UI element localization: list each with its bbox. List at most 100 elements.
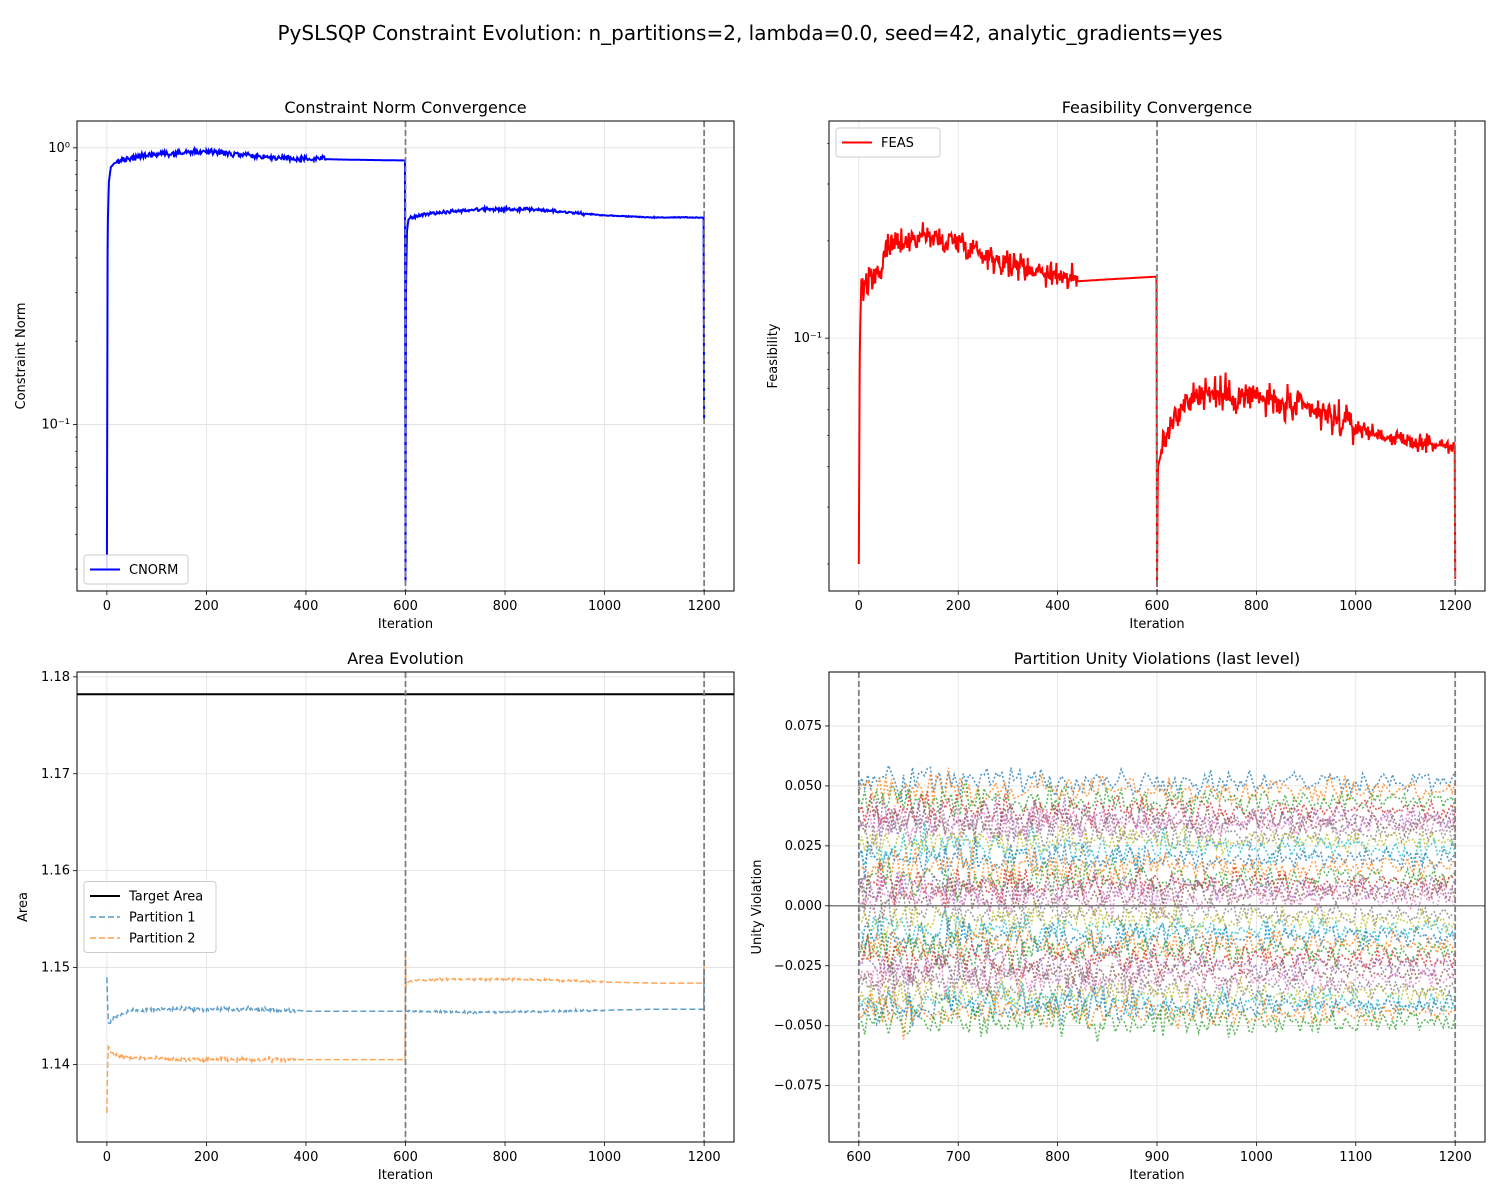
x-tick-label: 400 — [1045, 599, 1070, 614]
x-tick-label: 200 — [194, 599, 219, 614]
x-tick-label: 1100 — [1339, 1150, 1372, 1165]
panel-title: Area Evolution — [347, 649, 464, 668]
x-tick-label: 1200 — [1439, 599, 1472, 614]
y-tick-label: 1.17 — [41, 767, 70, 782]
legend: CNORM — [83, 554, 189, 585]
legend-box — [83, 881, 217, 953]
panel-title: Constraint Norm Convergence — [284, 98, 526, 117]
x-tick-label: 800 — [1045, 1150, 1070, 1165]
x-tick-label: 400 — [294, 1150, 319, 1165]
series-line-feas — [857, 222, 1457, 587]
unity-series-line — [858, 802, 1456, 842]
x-tick-label: 1200 — [1439, 1150, 1472, 1165]
unity-series-line — [858, 953, 1456, 991]
unity-series-line — [858, 934, 1456, 981]
x-axis-label: Iteration — [1129, 617, 1184, 632]
unity-series-line — [858, 823, 1456, 865]
unity-series-line — [858, 875, 1456, 919]
unity-series-line — [858, 805, 1456, 846]
y-tick-label: 1.14 — [41, 1057, 70, 1072]
unity-series-line — [858, 762, 1456, 803]
unity-series-line — [858, 846, 1456, 889]
panel-unity-violations: 600 700 800 900 1000 1100 1200 −0.075 −0.050 −0.0… — [750, 649, 1486, 1183]
x-tick-label: 700 — [946, 1150, 971, 1165]
x-tick-label: 1000 — [1339, 599, 1372, 614]
unity-series-line — [858, 767, 1456, 811]
x-tick-label: 1000 — [588, 1150, 621, 1165]
x-tick-label: 600 — [1145, 599, 1170, 614]
x-tick-label: 600 — [393, 1150, 418, 1165]
y-axis-label: Constraint Norm — [14, 303, 29, 410]
unity-series-line — [858, 1001, 1456, 1043]
x-tick-label: 1200 — [688, 1150, 721, 1165]
unity-series-line — [858, 930, 1456, 976]
legend-label: CNORM — [129, 563, 178, 578]
x-tick-label: 800 — [493, 1150, 518, 1165]
panel-title: Feasibility Convergence — [1062, 98, 1253, 117]
unity-series-line — [858, 963, 1456, 999]
y-tick-label: 10⁻¹ — [41, 417, 70, 432]
x-tick-label: 800 — [1244, 599, 1269, 614]
y-tick-label: −0.075 — [774, 1079, 822, 1094]
x-axis-label: Iteration — [1129, 1168, 1184, 1183]
legend: FEAS — [835, 127, 941, 158]
legend-label: FEAS — [881, 136, 914, 151]
x-tick-label: 1000 — [1240, 1150, 1273, 1165]
unity-series-line — [858, 908, 1456, 949]
y-axis-label: Unity Violation — [750, 860, 765, 955]
series-line-partition-2 — [106, 952, 705, 1113]
x-axis-label: Iteration — [378, 1168, 433, 1183]
y-tick-label: −0.025 — [774, 959, 822, 974]
y-tick-label: 10⁰ — [48, 141, 70, 156]
x-tick-label: 800 — [493, 599, 518, 614]
legend-label: Target Area — [128, 890, 203, 905]
x-tick-label: 1200 — [688, 599, 721, 614]
y-tick-label: −0.050 — [774, 1019, 822, 1034]
y-axis-label: Feasibility — [766, 323, 781, 388]
unity-series-line — [858, 967, 1456, 1010]
x-tick-label: 900 — [1145, 1150, 1170, 1165]
unity-series-line — [858, 791, 1456, 829]
x-tick-label: 600 — [393, 599, 418, 614]
y-axis-label: Area — [16, 892, 31, 922]
unity-series-line — [858, 808, 1456, 855]
unity-series-line — [858, 796, 1456, 842]
x-tick-label: 1000 — [588, 599, 621, 614]
y-tick-label: 0.075 — [785, 719, 822, 734]
unity-series-line — [858, 900, 1456, 943]
legend-label: Partition 1 — [129, 911, 196, 926]
y-tick-label: 0.025 — [785, 839, 822, 854]
x-tick-label: 400 — [294, 599, 319, 614]
legend-box — [835, 127, 941, 158]
y-tick-label: 1.15 — [41, 961, 70, 976]
x-tick-label: 0 — [855, 599, 863, 614]
y-tick-label: 0.050 — [785, 779, 822, 794]
unity-series-line — [858, 981, 1456, 1025]
figure-title: PySLSQP Constraint Evolution: n_partitio… — [278, 21, 1223, 45]
unity-series-line — [858, 869, 1456, 911]
unity-series-line — [858, 871, 1456, 920]
unity-series-line — [858, 780, 1456, 818]
legend-label: Partition 2 — [129, 932, 196, 947]
x-axis-label: Iteration — [378, 617, 433, 632]
x-tick-label: 600 — [846, 1150, 871, 1165]
y-tick-label: 10⁻¹ — [793, 331, 822, 346]
y-tick-label: 0.000 — [785, 899, 822, 914]
unity-series-line — [858, 887, 1456, 933]
panel-constraint-norm: 0 200 400 600 800 1000 1200 10⁻¹ 10⁰ Constraint N… — [14, 98, 735, 632]
y-tick-label: 1.16 — [41, 864, 70, 879]
x-tick-label: 0 — [103, 1150, 111, 1165]
legend: Target Area Partition 1 Partition 2 — [83, 881, 217, 953]
x-tick-label: 200 — [194, 1150, 219, 1165]
panel-feasibility: 0 200 400 600 800 1000 1200 10⁻¹ Feasibility Con… — [766, 98, 1486, 632]
panel-area-evolution: 0 200 400 600 800 1000 1200 1.14 1.15 1.16 1.17 1.1… — [16, 649, 735, 1183]
series-line-partition-1 — [106, 972, 705, 1025]
unity-series-line — [858, 836, 1456, 880]
panel-title: Partition Unity Violations (last level) — [1014, 649, 1301, 668]
x-tick-label: 200 — [946, 599, 971, 614]
y-tick-label: 1.18 — [41, 670, 70, 685]
x-tick-label: 0 — [103, 599, 111, 614]
legend-box — [83, 554, 189, 585]
